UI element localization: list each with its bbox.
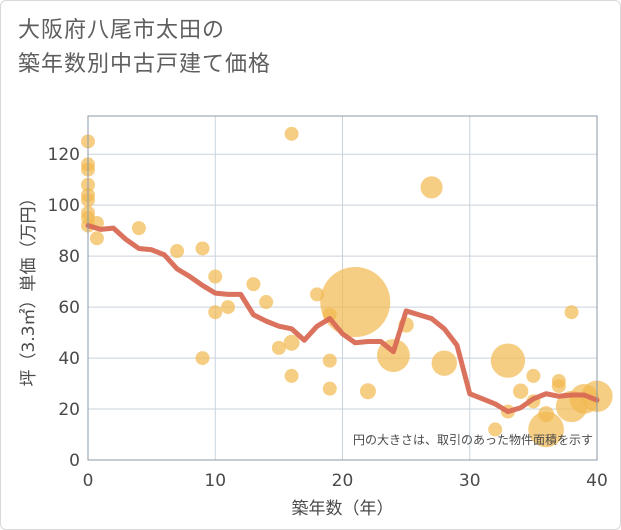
title-line-2: 築年数別中古戸建て価格 bbox=[18, 52, 272, 77]
data-point bbox=[564, 305, 579, 320]
y-tick-label: 40 bbox=[58, 349, 80, 369]
data-point bbox=[420, 176, 443, 199]
x-axis-title: 築年数（年） bbox=[292, 499, 394, 519]
data-point bbox=[208, 305, 223, 320]
data-point bbox=[170, 244, 185, 259]
data-point bbox=[528, 411, 564, 448]
data-point bbox=[284, 126, 299, 141]
data-point bbox=[271, 340, 286, 355]
y-tick-label: 120 bbox=[48, 145, 80, 165]
data-point bbox=[490, 343, 526, 378]
data-point bbox=[488, 422, 503, 437]
bubble-size-note: 円の大きさは、取引のあった物件面積を示す bbox=[353, 432, 593, 447]
x-tick-label: 30 bbox=[459, 471, 481, 491]
y-tick-label: 100 bbox=[48, 196, 80, 216]
data-point bbox=[208, 269, 223, 284]
data-point bbox=[551, 379, 566, 394]
y-tick-label: 0 bbox=[69, 451, 80, 471]
data-point bbox=[284, 368, 299, 383]
data-point bbox=[538, 406, 555, 423]
data-point bbox=[259, 295, 274, 310]
data-point bbox=[131, 221, 146, 236]
y-tick-label: 20 bbox=[58, 400, 80, 420]
data-point bbox=[322, 381, 337, 396]
x-tick-label: 10 bbox=[204, 471, 226, 491]
x-tick-label: 0 bbox=[83, 471, 94, 491]
data-point bbox=[322, 353, 337, 368]
y-axis-title: 坪（3.3㎡）単価（万円） bbox=[19, 189, 39, 386]
data-point bbox=[526, 368, 541, 383]
data-point bbox=[320, 267, 391, 338]
data-point bbox=[246, 277, 261, 292]
data-point bbox=[195, 241, 210, 256]
plot-border bbox=[87, 115, 598, 461]
chart-title: 大阪府八尾市太田の 築年数別中古戸建て価格 bbox=[18, 14, 271, 82]
x-tick-label: 20 bbox=[332, 471, 354, 491]
data-point bbox=[220, 300, 235, 315]
data-point bbox=[195, 351, 210, 366]
y-tick-label: 60 bbox=[58, 298, 80, 318]
data-point bbox=[283, 334, 300, 351]
trend-line bbox=[85, 223, 600, 415]
data-point bbox=[359, 383, 376, 400]
y-tick-label: 80 bbox=[58, 247, 80, 267]
title-line-1: 大阪府八尾市太田の bbox=[18, 18, 226, 43]
x-tick-label: 40 bbox=[586, 471, 608, 491]
data-point bbox=[512, 383, 529, 399]
data-point bbox=[431, 350, 458, 376]
data-point bbox=[89, 231, 104, 246]
